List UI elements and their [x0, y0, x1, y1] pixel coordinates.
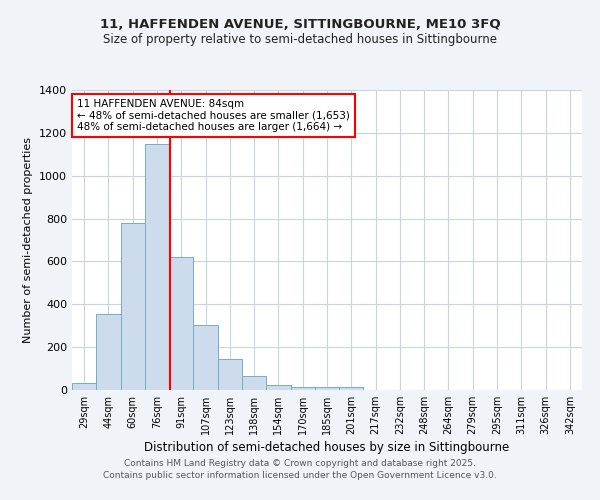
Bar [290, 387, 315, 390]
Text: Size of property relative to semi-detached houses in Sittingbourne: Size of property relative to semi-detach… [103, 32, 497, 46]
Bar [315, 388, 339, 390]
Bar [72, 382, 96, 390]
Text: Contains HM Land Registry data © Crown copyright and database right 2025.
Contai: Contains HM Land Registry data © Crown c… [103, 458, 497, 480]
Bar [242, 376, 266, 390]
Text: 11, HAFFENDEN AVENUE, SITTINGBOURNE, ME10 3FQ: 11, HAFFENDEN AVENUE, SITTINGBOURNE, ME1… [100, 18, 500, 30]
Bar [266, 384, 290, 390]
Bar [169, 257, 193, 390]
Bar [218, 359, 242, 390]
Bar [96, 314, 121, 390]
Bar [121, 223, 145, 390]
Bar [193, 324, 218, 390]
Text: 11 HAFFENDEN AVENUE: 84sqm
← 48% of semi-detached houses are smaller (1,653)
48%: 11 HAFFENDEN AVENUE: 84sqm ← 48% of semi… [77, 99, 350, 132]
Bar [339, 388, 364, 390]
Y-axis label: Number of semi-detached properties: Number of semi-detached properties [23, 137, 34, 343]
X-axis label: Distribution of semi-detached houses by size in Sittingbourne: Distribution of semi-detached houses by … [145, 441, 509, 454]
Bar [145, 144, 169, 390]
